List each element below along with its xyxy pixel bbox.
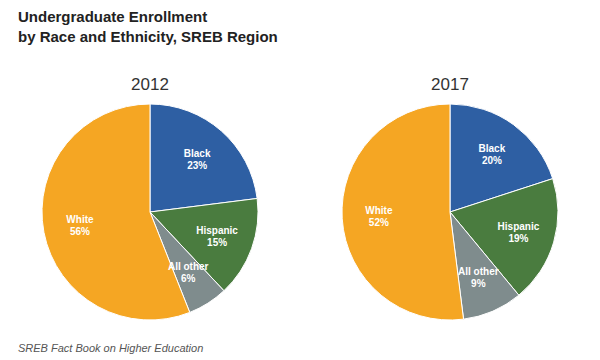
pie-title: 2017	[431, 75, 469, 94]
data-label-category: Black	[479, 143, 506, 154]
pie-title: 2012	[131, 75, 169, 94]
data-label-value: 9%	[471, 278, 486, 289]
data-label-category: Hispanic	[498, 221, 540, 232]
data-label-category: White	[66, 214, 94, 225]
pie: Black23% Hispanic15% All other6% White56%	[42, 104, 258, 320]
data-label: Hispanic19%	[498, 221, 540, 244]
data-label-category: Black	[184, 148, 211, 159]
data-label-category: All other	[168, 261, 209, 272]
chart: Undergraduate Enrollment by Race and Ethn…	[0, 0, 600, 360]
data-label-value: 23%	[187, 160, 207, 171]
footnote: SREB Fact Book on Higher Education	[18, 342, 203, 354]
data-label-value: 19%	[508, 233, 528, 244]
data-label-value: 15%	[207, 237, 227, 248]
data-label: White56%	[66, 214, 94, 237]
data-label-category: All other	[458, 266, 499, 277]
slice	[150, 104, 257, 212]
slice	[342, 104, 464, 320]
data-label-value: 6%	[181, 273, 196, 284]
data-label: Black23%	[184, 148, 211, 171]
title: Undergraduate Enrollment	[18, 8, 207, 25]
data-label: Hispanic15%	[196, 225, 238, 248]
data-label-value: 20%	[482, 155, 502, 166]
data-label: All other9%	[458, 266, 499, 289]
data-label-value: 56%	[70, 226, 90, 237]
data-label: All other6%	[168, 261, 209, 284]
pie: Black20% Hispanic19% All other9% White52%	[342, 104, 558, 320]
data-label-value: 52%	[369, 217, 389, 228]
slice	[42, 104, 190, 320]
data-label: White52%	[365, 205, 393, 228]
data-label-category: Hispanic	[196, 225, 238, 236]
data-label: Black20%	[479, 143, 506, 166]
data-label-category: White	[365, 205, 393, 216]
subtitle: by Race and Ethnicity, SREB Region	[18, 28, 278, 45]
